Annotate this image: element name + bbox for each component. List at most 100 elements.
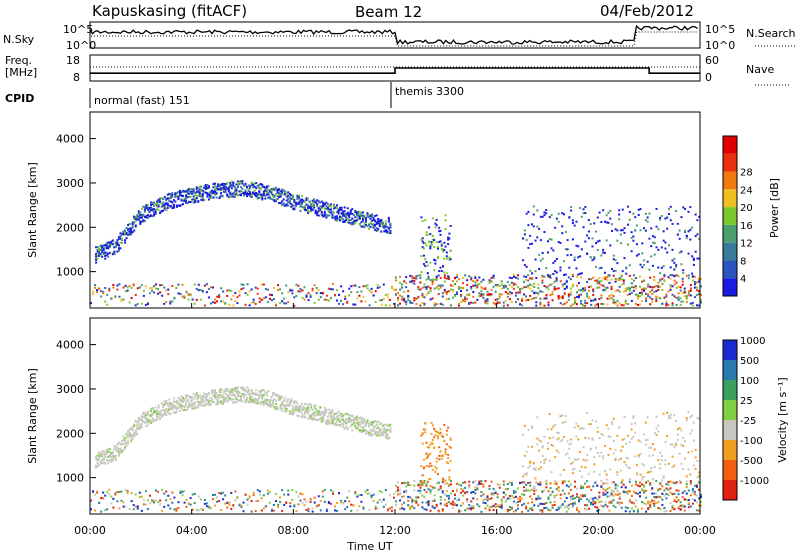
cell [480,494,483,497]
cell [550,238,553,241]
cpid-segment-normal: normal (fast) 151 [94,94,190,107]
cell [329,416,332,419]
cell [634,492,637,495]
cell [124,488,127,491]
cell [153,291,156,294]
cell [238,395,241,398]
cell [105,245,108,248]
cell [569,287,572,290]
cell [323,411,326,414]
cell [632,212,635,215]
cell [276,408,279,411]
cell [423,488,426,491]
nave-tick-high: 60 [705,54,719,67]
cell [634,216,637,219]
cell [575,303,578,306]
cell [285,199,288,202]
cell [382,298,385,301]
cell [148,206,151,209]
cell [364,300,367,303]
cell [538,253,541,256]
cell [125,432,128,435]
cell [681,504,684,507]
cell [596,248,599,251]
cell [278,395,281,398]
cell [331,411,334,414]
cell [679,286,682,289]
cell [667,276,670,279]
cell [248,290,251,293]
noise-tick-low-right: 10^0 [705,39,735,52]
cell [276,198,279,201]
cell [111,239,114,242]
cell [462,481,465,484]
cell [421,481,424,484]
cell [96,257,99,260]
cell [521,298,524,301]
cell [288,410,291,413]
cell [580,276,583,279]
cell [267,193,270,196]
cell [323,212,326,215]
cell [227,190,230,193]
cell [474,275,477,278]
cell [104,462,107,465]
cell [98,288,101,291]
cell [265,398,268,401]
cell [602,248,605,251]
cell [586,480,589,483]
cell [539,297,542,300]
cell [543,214,546,217]
cell [240,504,243,507]
cell [695,494,698,497]
cell [525,295,528,298]
cell [550,214,553,217]
cell [311,289,314,292]
cell [313,496,316,499]
cell [673,492,676,495]
cell [343,215,346,218]
cell [346,496,349,499]
cell [146,303,149,306]
cell [628,500,631,503]
cell [596,498,599,501]
cell [352,303,355,306]
cell [570,205,573,208]
cell [223,398,226,401]
cell [186,189,189,192]
beam-label: Beam 12 [355,3,422,21]
cell [317,418,320,421]
cell [313,199,316,202]
cell [104,509,107,512]
cell [693,484,696,487]
cell [134,304,137,307]
cell [138,495,141,498]
cell [551,299,554,302]
cell [588,296,591,299]
cell [106,491,109,494]
cell [157,410,160,413]
cell [440,455,443,458]
cell [212,190,215,193]
cell [557,241,560,244]
cell [329,411,332,414]
cell [111,459,114,462]
cell [490,276,493,279]
cell [346,505,349,508]
cell [665,293,668,296]
cell [523,293,526,296]
cell [151,215,154,218]
cell [175,195,178,198]
cell [645,510,648,513]
cell [342,502,345,505]
cell [305,295,308,298]
cell [435,457,438,460]
cell [163,403,166,406]
cell [151,286,153,289]
cell [148,494,151,497]
cell [185,505,188,508]
cell [358,214,361,217]
cell [447,483,450,486]
cell [517,274,519,277]
cell [428,465,431,468]
